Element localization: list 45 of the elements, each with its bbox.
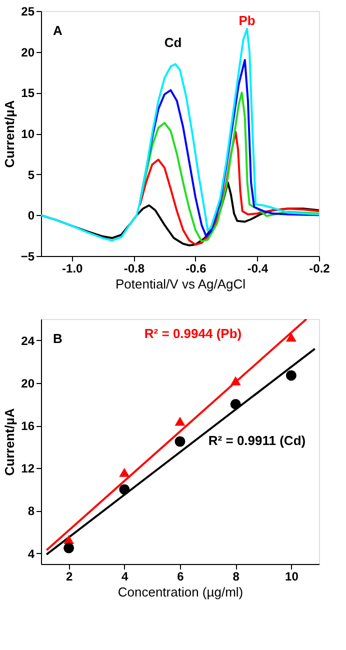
point: [119, 468, 130, 477]
point: [230, 376, 241, 386]
x-tick-label: 2: [66, 570, 73, 584]
x-tick-label: -0.6: [186, 262, 207, 276]
x-tick-label: 8: [232, 570, 240, 584]
x-tick-label: -0.2: [309, 262, 330, 276]
line-series: [138, 130, 319, 246]
y-tick-label: 10: [21, 127, 35, 141]
x-tick-label: 10: [285, 570, 299, 584]
x-axis-title: Potential/V vs Ag/AgCl: [115, 276, 246, 292]
x-tick-label: 6: [177, 570, 184, 584]
y-axis-title: Current/µA: [2, 408, 18, 476]
annotation: Pb: [238, 13, 256, 28]
y-tick-label: 0: [28, 208, 35, 223]
point: [64, 542, 74, 554]
annotation: B: [53, 331, 62, 346]
annotation: A: [53, 23, 63, 38]
point: [119, 484, 130, 495]
y-tick-label: 25: [21, 4, 35, 18]
annotation: Cd: [164, 35, 182, 50]
y-tick-label: 15: [21, 86, 35, 100]
series-label: R² = 0.9911 (Cd): [208, 433, 306, 448]
point: [174, 416, 186, 426]
y-tick-label: 12: [21, 462, 35, 476]
x-tick-label: -1.0: [62, 262, 84, 276]
line-series: [138, 92, 319, 242]
x-tick-label: 4: [122, 570, 129, 584]
y-tick-label: 24: [21, 334, 35, 348]
y-tick-label: 20: [21, 376, 35, 390]
point: [174, 436, 186, 447]
x-axis-title: Concentration (µg/ml): [118, 584, 244, 600]
y-tick-label: 16: [21, 419, 35, 434]
y-tick-label: 5: [28, 168, 35, 182]
x-tick-label: -0.8: [124, 262, 145, 276]
line-series: [41, 28, 319, 242]
text: R² = 0.9944 (Pb): [144, 326, 242, 341]
y-tick-label: 4: [28, 546, 35, 561]
point: [230, 398, 241, 410]
y-tick-label: −5: [20, 250, 35, 264]
x-tick-label: -0.4: [247, 262, 268, 276]
y-tick-label: 8: [28, 504, 35, 518]
point: [286, 332, 296, 342]
point: [286, 370, 296, 381]
y-axis-title: Current/µA: [2, 100, 17, 168]
y-tick-label: 20: [21, 45, 35, 60]
